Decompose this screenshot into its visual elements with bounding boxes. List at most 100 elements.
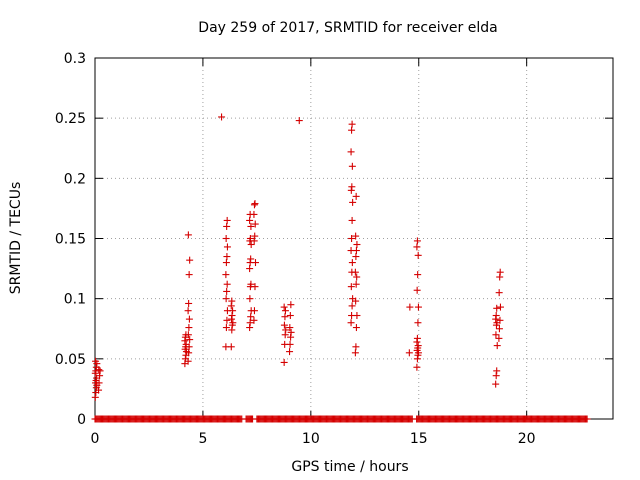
data-point (247, 313, 255, 321)
data-point (282, 326, 290, 334)
data-point (185, 299, 193, 307)
data-point (353, 273, 361, 281)
data-point (348, 216, 356, 224)
data-point (414, 303, 422, 311)
data-point (280, 303, 288, 311)
data-point (247, 222, 255, 230)
data-point (250, 307, 258, 315)
x-axis-label: GPS time / hours (291, 459, 408, 475)
data-point (251, 200, 259, 208)
data-point (286, 340, 294, 348)
data-point (348, 259, 356, 267)
data-point (348, 235, 356, 242)
y-tick-label: 0.25 (55, 111, 86, 127)
data-point (281, 307, 289, 315)
data-point (229, 307, 237, 315)
data-point (247, 280, 255, 288)
data-point (352, 253, 360, 261)
data-point (295, 117, 303, 125)
data-point (352, 280, 360, 288)
data-point (496, 316, 504, 324)
y-tick-label: 0.2 (64, 171, 86, 187)
data-point (493, 342, 501, 350)
data-point (348, 120, 356, 128)
axis-ticks: 0 0.05 0.1 0.15 0.2 0.25 0.3 0 5 10 15 20 (55, 51, 613, 447)
data-point (185, 271, 193, 279)
data-point (95, 366, 103, 374)
x-tick-label: 5 (198, 431, 207, 447)
data-point (222, 259, 230, 267)
data-point (492, 380, 500, 388)
data-point (413, 363, 421, 371)
data-point (495, 334, 503, 342)
data-point (347, 148, 355, 156)
data-point (351, 349, 359, 357)
y-tick-label: 0.3 (64, 51, 86, 67)
data-point (250, 316, 258, 324)
data-point (347, 319, 355, 327)
data-point (281, 313, 289, 321)
data-point (348, 126, 356, 134)
data-point (223, 287, 231, 295)
data-point (414, 251, 422, 259)
data-point (223, 280, 231, 288)
data-point (286, 324, 294, 332)
data-points (91, 113, 591, 423)
data-point (286, 312, 294, 320)
x-tick-label: 15 (410, 431, 428, 447)
data-point (251, 259, 259, 267)
data-point (492, 331, 500, 339)
data-point (414, 319, 422, 327)
data-point (496, 268, 504, 276)
data-point (223, 243, 231, 251)
data-point (246, 216, 254, 224)
data-point (414, 271, 422, 279)
data-point (223, 216, 231, 224)
data-point (405, 349, 413, 357)
data-point (348, 302, 356, 310)
data-point (186, 256, 194, 264)
data-point (413, 243, 421, 251)
data-point (222, 324, 230, 332)
data-point (246, 319, 254, 327)
data-point (352, 192, 360, 200)
data-point (185, 315, 193, 323)
x-tick-label: 10 (302, 431, 320, 447)
data-point (223, 253, 231, 261)
data-point (185, 343, 193, 351)
data-point (95, 386, 103, 394)
data-point (493, 367, 501, 375)
data-point (496, 303, 504, 311)
data-point (246, 295, 254, 303)
data-point (92, 357, 100, 365)
data-point (96, 367, 104, 375)
data-point (352, 232, 360, 240)
y-axis-label: SRMTID / TECUs (8, 182, 24, 295)
data-point (353, 312, 361, 320)
data-point (223, 316, 231, 324)
data-point (492, 312, 500, 320)
data-point (413, 237, 421, 245)
data-point (286, 348, 294, 356)
data-point (352, 343, 360, 351)
data-point (222, 271, 230, 279)
y-tick-label: 0.1 (64, 292, 86, 308)
data-point (184, 307, 192, 315)
y-tick-label: 0 (77, 412, 86, 428)
data-point (280, 358, 288, 366)
data-point (287, 301, 295, 309)
data-point (247, 255, 255, 263)
x-tick-label: 20 (518, 431, 536, 447)
data-point (287, 328, 295, 336)
data-point (223, 222, 231, 230)
data-point (583, 415, 591, 423)
data-point (351, 268, 359, 276)
data-point (348, 183, 356, 191)
data-point (184, 357, 192, 365)
data-point (352, 297, 360, 305)
data-point (352, 247, 360, 255)
data-point (348, 162, 356, 170)
data-point (251, 283, 259, 291)
y-tick-label: 0.05 (55, 352, 86, 368)
